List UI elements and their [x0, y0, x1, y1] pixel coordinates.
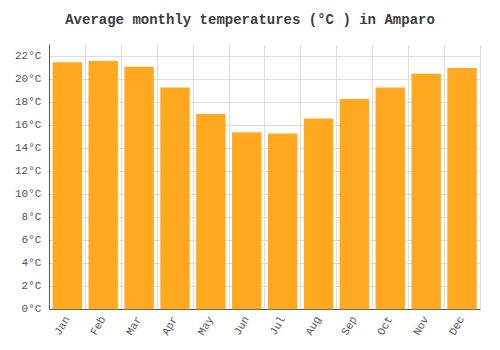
svg-text:18°C: 18°C — [15, 96, 42, 108]
svg-text:Sep: Sep — [339, 314, 359, 337]
svg-text:Oct: Oct — [375, 314, 395, 337]
svg-text:Jan: Jan — [52, 314, 72, 337]
svg-text:20°C: 20°C — [15, 73, 42, 85]
svg-text:Nov: Nov — [411, 314, 431, 337]
svg-text:10°C: 10°C — [15, 188, 42, 200]
svg-text:Apr: Apr — [160, 314, 180, 337]
svg-text:Average monthly temperatures (: Average monthly temperatures (°C ) in Am… — [65, 12, 435, 28]
svg-text:16°C: 16°C — [15, 119, 42, 131]
svg-text:Feb: Feb — [88, 314, 108, 337]
svg-text:2°C: 2°C — [22, 280, 42, 292]
svg-text:4°C: 4°C — [22, 257, 42, 269]
svg-text:0°C: 0°C — [22, 303, 42, 315]
svg-text:8°C: 8°C — [22, 211, 42, 223]
svg-text:Jun: Jun — [232, 314, 252, 337]
svg-text:14°C: 14°C — [15, 142, 42, 154]
svg-text:Jul: Jul — [268, 314, 288, 337]
svg-text:Mar: Mar — [124, 314, 144, 337]
svg-text:12°C: 12°C — [15, 165, 42, 177]
svg-text:Aug: Aug — [303, 314, 323, 337]
svg-text:22°C: 22°C — [15, 50, 42, 62]
svg-text:Dec: Dec — [447, 314, 467, 337]
svg-text:May: May — [196, 314, 216, 337]
svg-text:6°C: 6°C — [22, 234, 42, 246]
